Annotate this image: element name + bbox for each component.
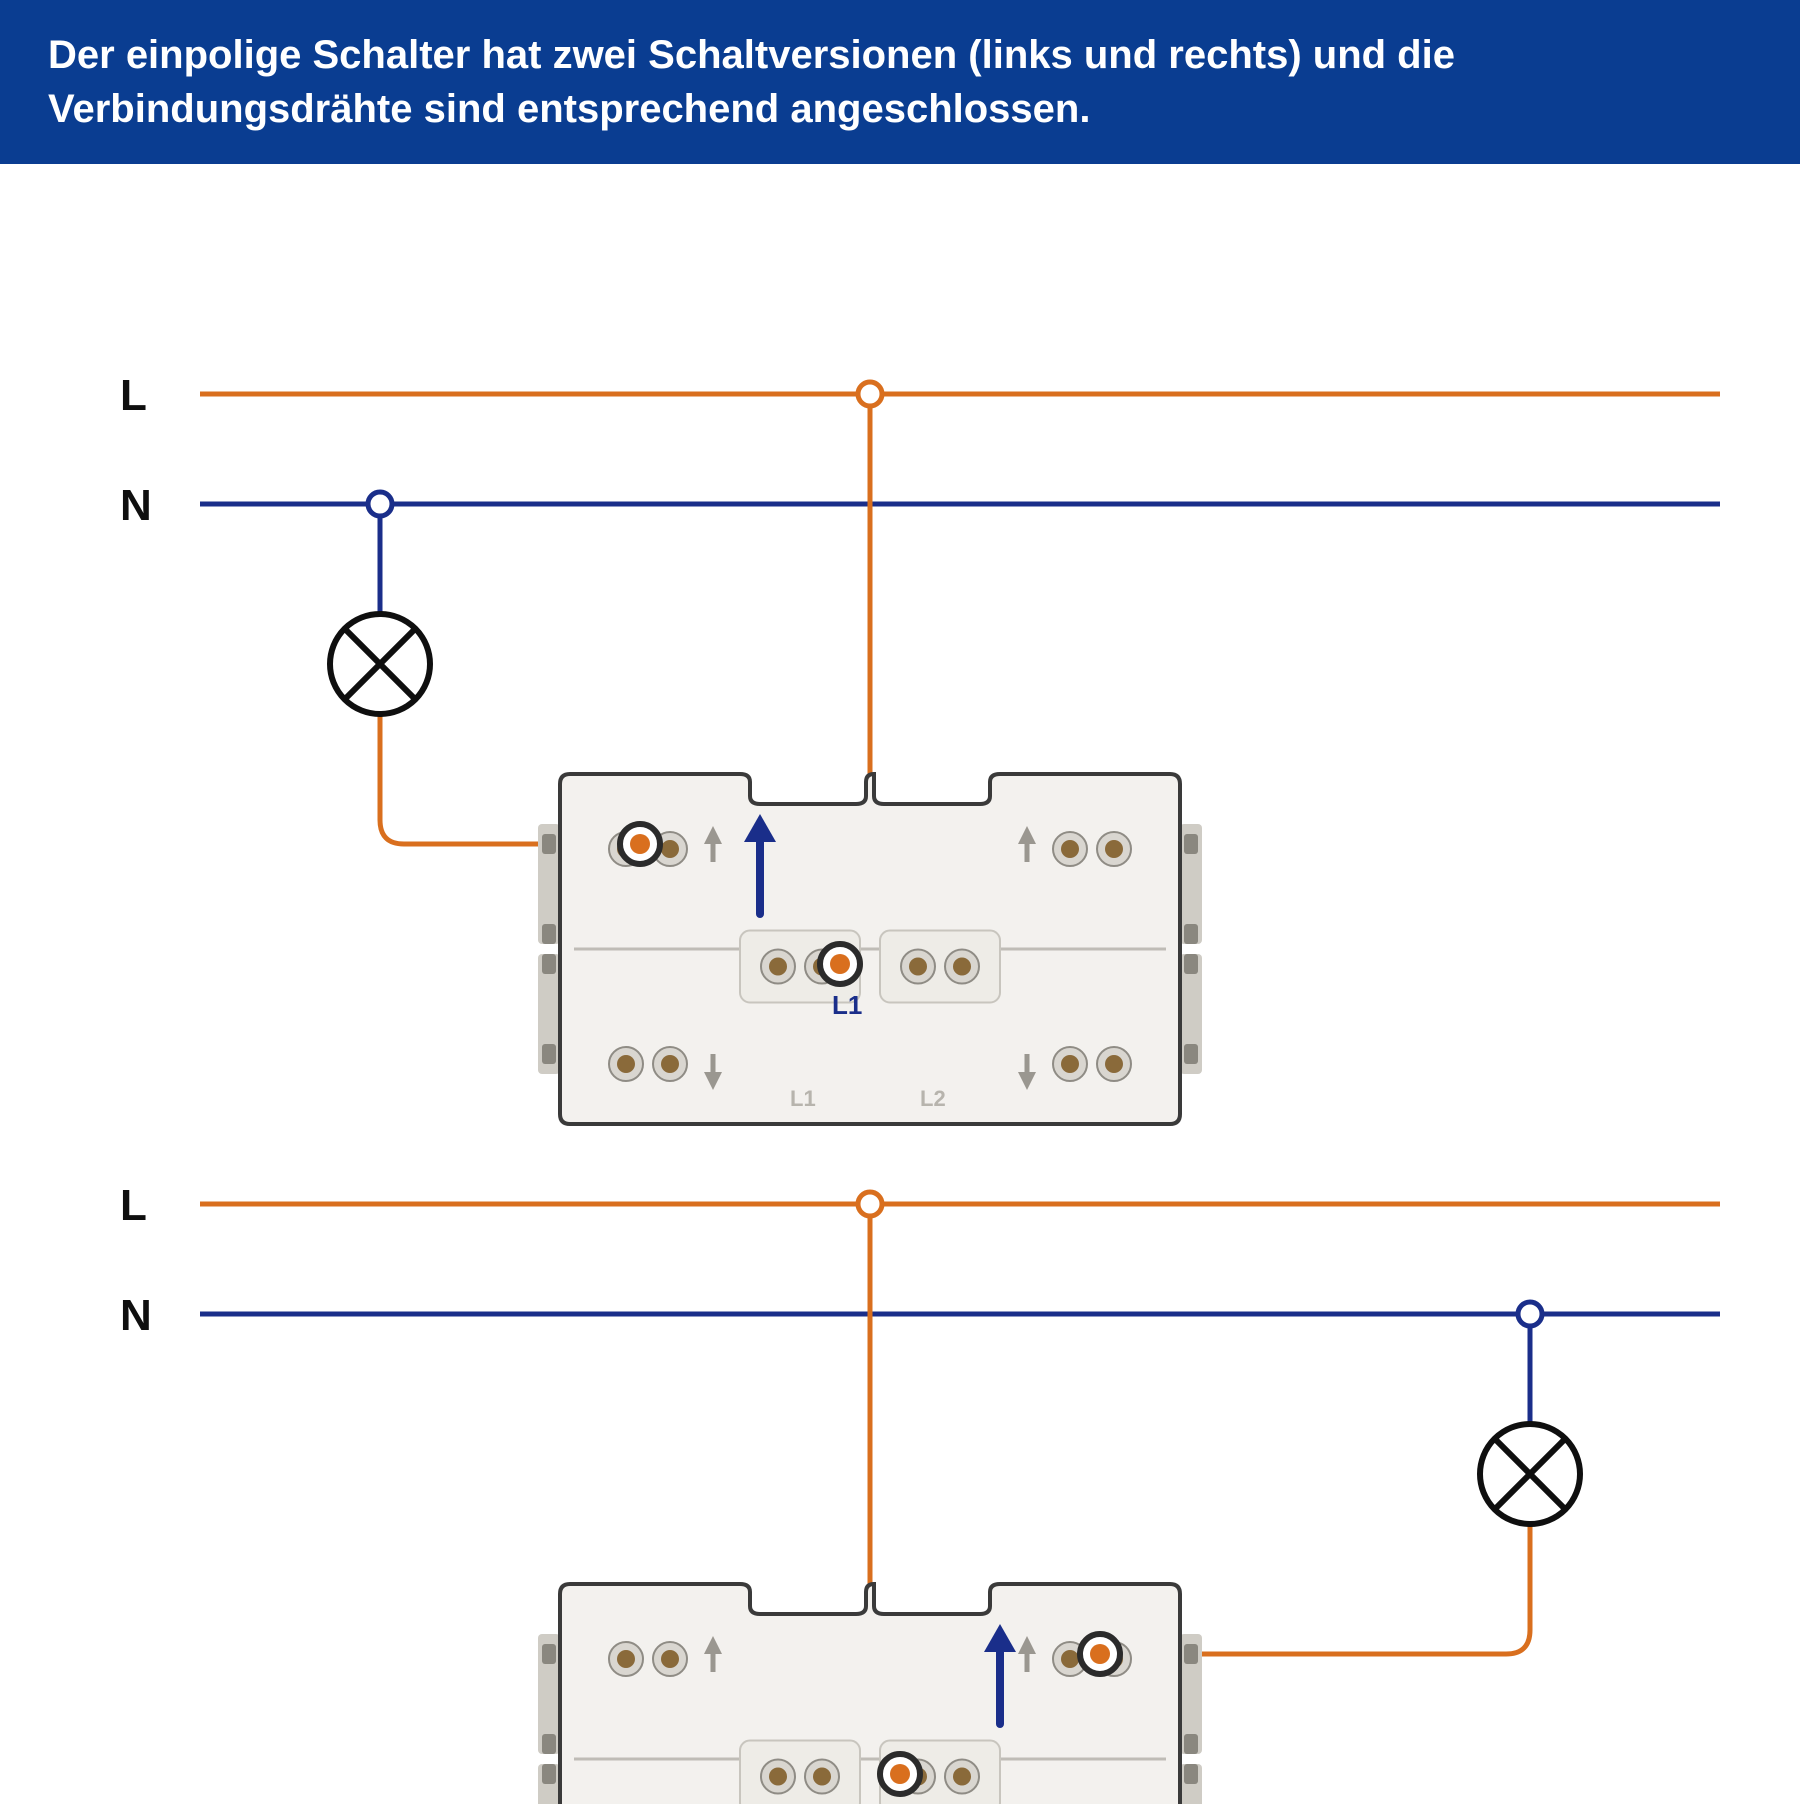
header-banner: Der einpolige Schalter hat zwei Schaltve… xyxy=(0,0,1800,164)
switch-body xyxy=(560,1584,1180,1804)
label-N: N xyxy=(120,1291,152,1340)
wiring-diagram-bottom: LNL1L2L2 xyxy=(120,1181,1720,1804)
svg-text:L2: L2 xyxy=(920,1086,946,1111)
wiring-diagram-canvas: LNL1L2L1LNL1L2L2 xyxy=(0,164,1800,1804)
wiring-diagram-top: L N L1 L2 L1 xyxy=(120,371,1720,1124)
terminal-label-L1: L1 xyxy=(832,990,862,1020)
label-L: L xyxy=(120,1181,147,1230)
svg-text:L1: L1 xyxy=(790,1086,816,1111)
terminal-label-L2: L2 xyxy=(892,1800,922,1804)
label-L: L xyxy=(120,371,147,420)
label-N: N xyxy=(120,481,152,530)
